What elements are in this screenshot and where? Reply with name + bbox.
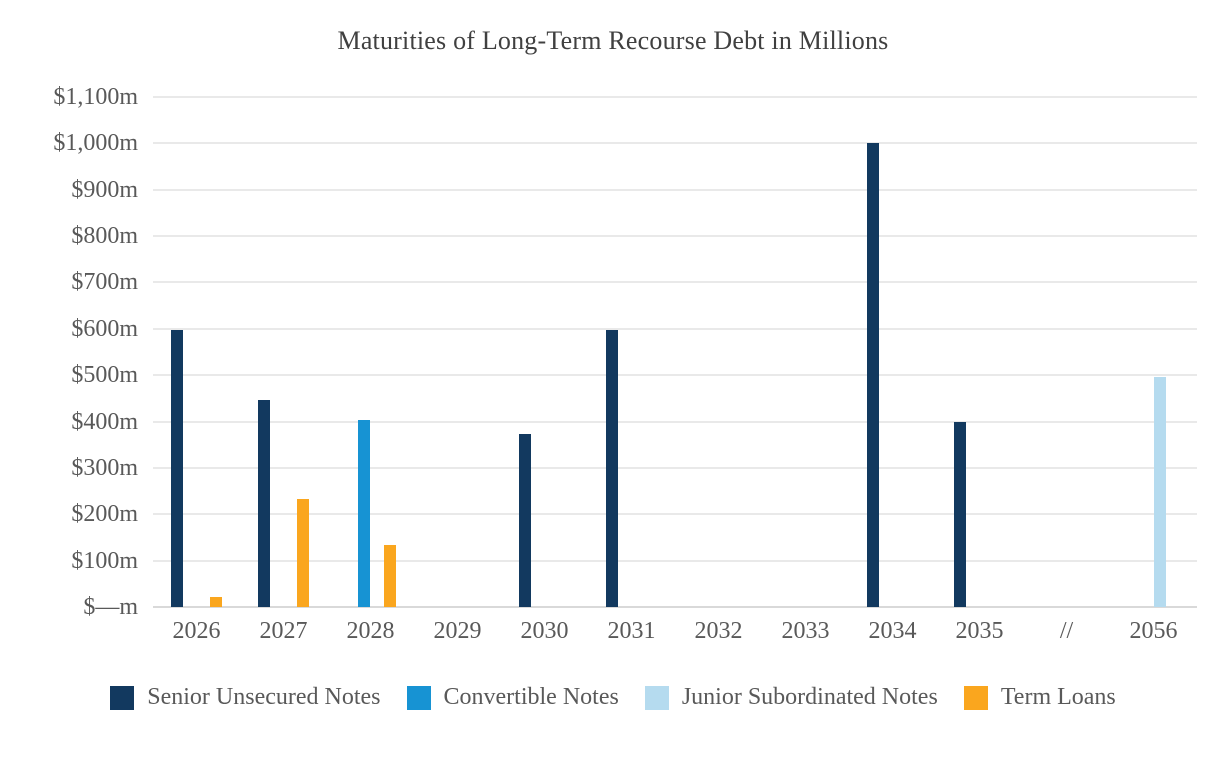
category-group-2035	[936, 97, 1023, 607]
gridline	[153, 188, 1197, 191]
bar-senior-unsecured-notes-2035	[954, 422, 966, 607]
y-axis-tick-label: $1,100m	[53, 84, 138, 110]
y-axis-tick-label: $800m	[71, 223, 138, 250]
gridline	[153, 466, 1197, 469]
bar-senior-unsecured-notes-2027	[258, 399, 270, 607]
category-group-2032	[675, 97, 762, 607]
x-axis-tick-label-2028: 2028	[346, 618, 395, 644]
y-axis-tick-label: $300m	[71, 454, 138, 481]
y-axis-tick-label: $700m	[71, 269, 138, 296]
x-axis-tick-label-2034: 2034	[868, 618, 917, 644]
y-axis-tick-label: $600m	[71, 315, 138, 342]
legend-item-term-loans: Term Loans	[963, 684, 1116, 711]
bar-slot	[358, 420, 371, 607]
bar-slot	[867, 143, 880, 607]
category-group-2029	[414, 97, 501, 607]
bar-slot	[171, 329, 184, 607]
legend-label: Junior Subordinated Notes	[681, 684, 938, 710]
bar-slot	[210, 597, 223, 607]
x-axis-tick-label-: //	[1059, 618, 1074, 644]
gridline	[153, 327, 1197, 330]
category-group-2033	[762, 97, 849, 607]
legend-label: Term Loans	[1000, 684, 1116, 710]
bar-term-loans-2027	[297, 498, 309, 607]
bar-slot	[1154, 376, 1167, 607]
legend: Senior Unsecured Notes Convertible Notes J…	[0, 684, 1226, 711]
legend-label: Convertible Notes	[443, 684, 619, 710]
y-axis-tick-label: $100m	[71, 547, 138, 574]
x-axis-tick-label-2032: 2032	[694, 618, 743, 644]
bar-senior-unsecured-notes-2030	[519, 434, 531, 607]
x-axis-tick-label-2027: 2027	[259, 618, 308, 644]
category-group-2034	[849, 97, 936, 607]
x-axis-tick-label-2026: 2026	[172, 618, 221, 644]
category-group-2030	[501, 97, 588, 607]
bar-term-loans-2026	[210, 597, 222, 607]
gridline	[153, 420, 1197, 423]
y-axis-tick-label: $400m	[71, 408, 138, 435]
chart-title: Maturities of Long-Term Recourse Debt in…	[337, 26, 889, 55]
y-axis-tick-label: $200m	[71, 501, 138, 528]
x-axis-tick-label-2056: 2056	[1129, 618, 1178, 644]
bar-senior-unsecured-notes-2026	[171, 329, 183, 607]
legend-label: Senior Unsecured Notes	[147, 684, 381, 710]
y-axis-tick-label: $900m	[71, 176, 138, 203]
x-axis-tick-label-2030: 2030	[520, 618, 569, 644]
category-group-	[1023, 97, 1110, 607]
category-group-2031	[588, 97, 675, 607]
gridline	[153, 513, 1197, 516]
legend-swatch-term-loans	[963, 685, 988, 710]
category-group-2027	[240, 97, 327, 607]
bar-junior-subordinated-notes-2056	[1154, 376, 1166, 607]
gridline	[153, 96, 1197, 98]
gridline	[153, 235, 1197, 238]
bar-slot	[258, 399, 271, 607]
y-axis-tick-label: $500m	[71, 362, 138, 389]
legend-swatch-convertible-notes	[406, 685, 431, 710]
bar-senior-unsecured-notes-2034	[867, 143, 879, 607]
legend-item-convertible-notes: Convertible Notes	[406, 684, 619, 711]
bar-senior-unsecured-notes-2031	[606, 329, 618, 607]
legend-swatch-junior-subordinated-notes	[644, 685, 669, 710]
plot-area	[153, 96, 1197, 608]
y-axis-tick-label: $—m	[83, 594, 138, 620]
y-axis-tick-label: $1,000m	[53, 130, 138, 157]
x-axis-tick-label-2035: 2035	[955, 618, 1004, 644]
bar-slot	[606, 329, 619, 607]
bar-slot	[297, 498, 310, 607]
legend-item-junior-subordinated-notes: Junior Subordinated Notes	[644, 684, 938, 711]
bar-slot	[954, 422, 967, 607]
gridline	[153, 142, 1197, 145]
bar-convertible-notes-2028	[358, 420, 370, 607]
gridline	[153, 374, 1197, 377]
x-axis-tick-label-2033: 2033	[781, 618, 830, 644]
x-axis-tick-label-2031: 2031	[607, 618, 656, 644]
bar-term-loans-2028	[384, 544, 396, 607]
x-axis-labels: 2026 2027 2028 2029 2030 2031 2032 2033 2034 2035…	[153, 616, 1197, 646]
category-group-2026	[153, 97, 240, 607]
x-axis-tick-label-2029: 2029	[433, 618, 482, 644]
legend-item-senior-unsecured-notes: Senior Unsecured Notes	[110, 684, 381, 711]
gridline	[153, 559, 1197, 562]
gridline	[153, 281, 1197, 284]
legend-swatch-senior-unsecured-notes	[110, 685, 135, 710]
x-axis-baseline	[153, 606, 1197, 608]
category-group-2028	[327, 97, 414, 607]
bar-slot	[519, 434, 532, 607]
category-group-2056	[1110, 97, 1197, 607]
bar-slot	[384, 544, 397, 607]
